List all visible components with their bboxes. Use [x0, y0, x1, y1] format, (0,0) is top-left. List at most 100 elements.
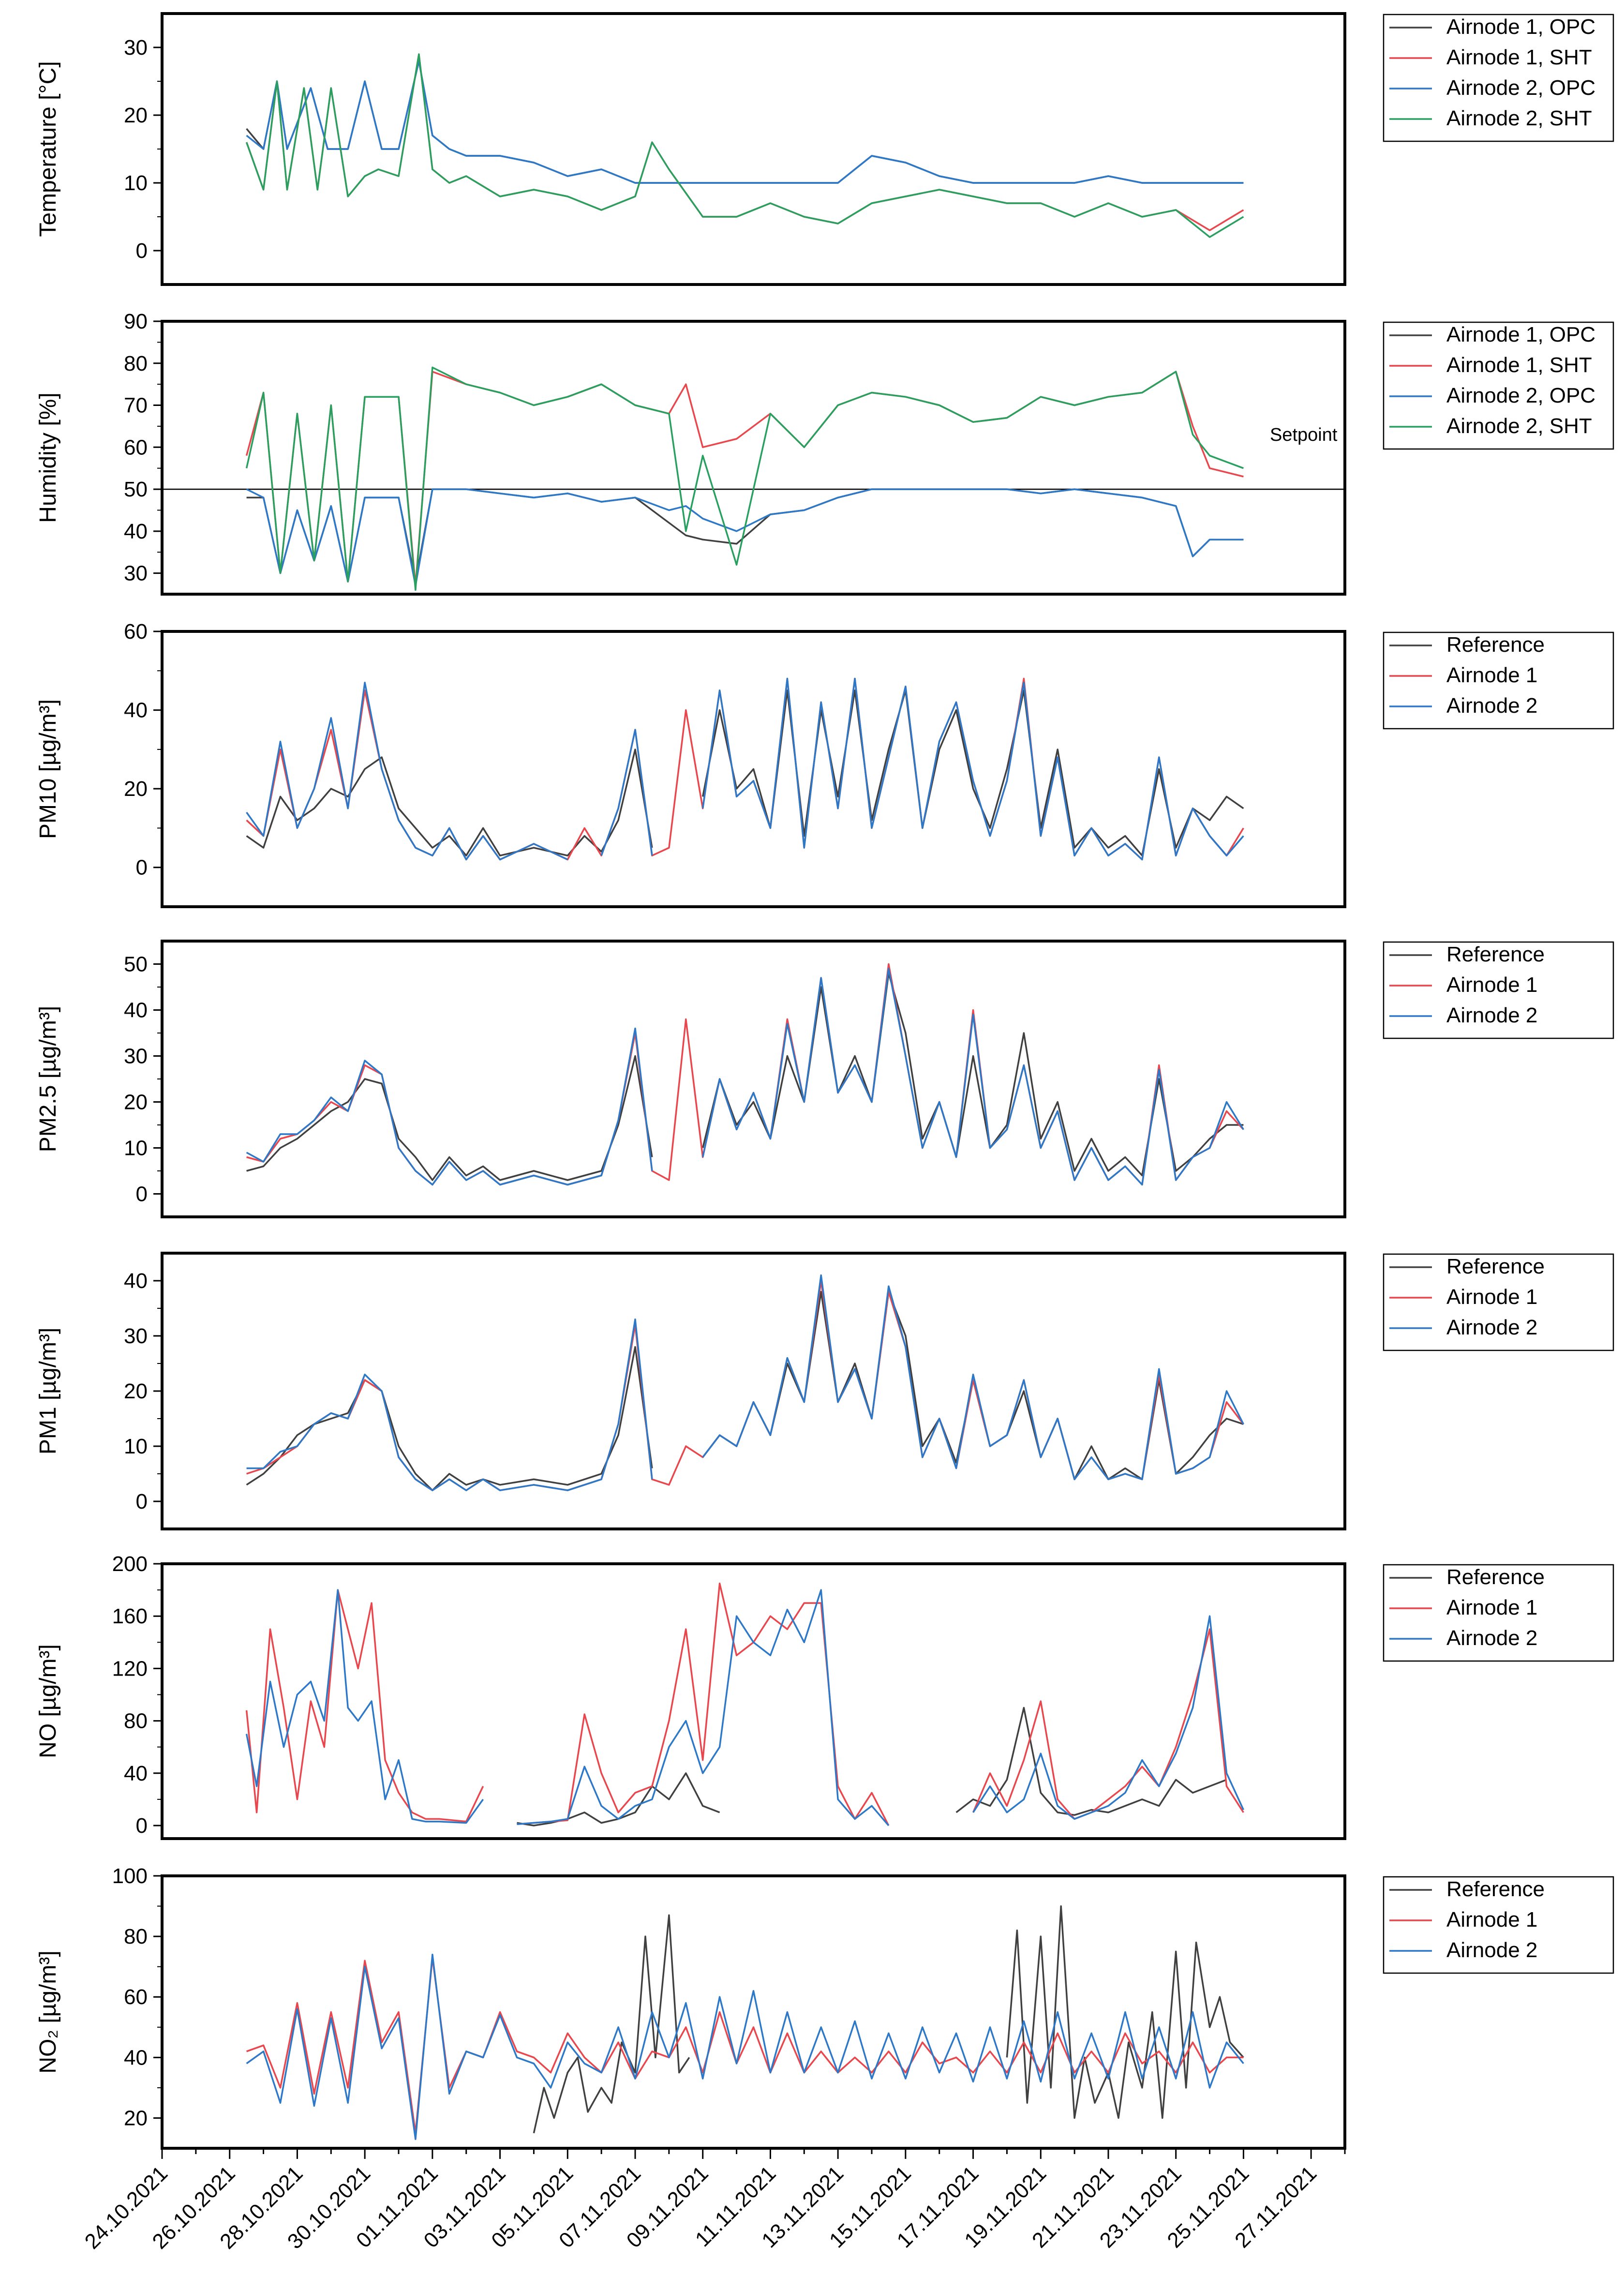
panel-7: 20 40 60 80 100 NO₂ [µg/m³] Reference Airnode 1…: [35, 1864, 1614, 2150]
legend-label: Airnode 1, OPC: [1446, 323, 1595, 346]
legend-label: Reference: [1446, 1877, 1545, 1901]
y-tick-label: 200: [112, 1552, 148, 1576]
series-line-airnode-2-sht: [245, 366, 1244, 591]
series-line-airnode-1-opc: [246, 60, 1244, 184]
legend-label: Airnode 1, SHT: [1446, 353, 1592, 377]
legend-label: Airnode 1: [1446, 1285, 1537, 1309]
plot-frame: [161, 1874, 1346, 2150]
y-tick-label: 120: [112, 1657, 148, 1680]
legend-label: Airnode 2: [1446, 1626, 1537, 1650]
y-tick-label: 10: [124, 1137, 148, 1160]
y-axis-label: PM1 [µg/m³]: [35, 1328, 61, 1454]
y-tick-label: 20: [124, 104, 148, 127]
y-tick-label: 100: [112, 1864, 148, 1888]
legend-label: Reference: [1446, 633, 1545, 657]
legend-label: Airnode 1: [1446, 1596, 1537, 1619]
legend-box: [1383, 1253, 1614, 1351]
y-tick-label: 10: [124, 1435, 148, 1458]
date-axis: 24.10.202126.10.202128.10.202130.10.2021…: [80, 2148, 1346, 2254]
series-line-airnode-2: [246, 1274, 1244, 1491]
series-line-airnode-2-opc: [246, 60, 1244, 184]
y-tick-label: 40: [124, 1269, 148, 1293]
legend-box: [1383, 14, 1614, 142]
legend-box: [1383, 321, 1614, 450]
legend-label: Airnode 2, OPC: [1446, 76, 1595, 100]
y-tick-label: 20: [124, 1379, 148, 1403]
legend-box: [1383, 1564, 1614, 1662]
y-tick-label: 70: [124, 394, 148, 418]
series-line-airnode-1-opc: [246, 488, 1244, 583]
panel-2: 30 40 50 60 70 80 90 Humidity [%] Setpoint Airnod…: [35, 310, 1614, 596]
y-tick-label: 60: [124, 1985, 148, 2009]
y-tick-label: 50: [124, 478, 148, 501]
plot-frame: [161, 630, 1346, 908]
legend-label: Reference: [1446, 1565, 1545, 1589]
y-tick-label: 30: [124, 1324, 148, 1348]
legend-label: Airnode 2: [1446, 694, 1537, 718]
y-tick-label: 20: [124, 2106, 148, 2130]
legend-label: Airnode 2: [1446, 1938, 1537, 1962]
series-line-reference: [246, 972, 1244, 1181]
legend-label: Airnode 1, OPC: [1446, 15, 1595, 39]
legend: Reference Airnode 1 Airnode 2: [1383, 1876, 1614, 1974]
y-axis-label: Temperature [°C]: [35, 61, 61, 237]
panel-5: 0 10 20 30 40 PM1 [µg/m³] Reference Airnode 1 Ai…: [35, 1252, 1614, 1530]
legend-box: [1383, 941, 1614, 1039]
y-tick-label: 80: [124, 352, 148, 375]
y-tick-label: 90: [124, 310, 148, 333]
series-line-airnode-2-sht: [245, 53, 1244, 238]
y-tick-label: 30: [124, 1045, 148, 1068]
legend-label: Airnode 1: [1446, 973, 1537, 997]
y-tick-label: 10: [124, 171, 148, 195]
setpoint-label: Setpoint: [1270, 425, 1338, 445]
series-line-airnode-2: [245, 1589, 1244, 1827]
legend-box: [1383, 631, 1614, 730]
legend-label: Airnode 1: [1446, 1908, 1537, 1932]
y-tick-label: 20: [124, 1091, 148, 1114]
legend-label: Airnode 2, SHT: [1446, 414, 1592, 438]
y-tick-label: 50: [124, 953, 148, 976]
panel-4: 0 10 20 30 40 50 PM2.5 [µg/m³] Reference Airnode…: [35, 940, 1614, 1218]
y-tick-label: 30: [124, 36, 148, 60]
y-tick-label: 0: [136, 1490, 148, 1513]
plot-frame: [161, 12, 1346, 286]
y-axis-label: PM2.5 [µg/m³]: [35, 1006, 61, 1152]
plot-frame: [161, 1252, 1346, 1530]
y-tick-label: 0: [136, 239, 148, 263]
series-line-airnode-2: [246, 677, 1244, 861]
panel-6: 0 40 80 120 160 200 NO [µg/m³] Reference Airnode…: [35, 1552, 1614, 1840]
y-tick-label: 80: [124, 1925, 148, 1948]
legend-label: Airnode 2, OPC: [1446, 384, 1595, 407]
legend-label: Airnode 2: [1446, 1003, 1537, 1027]
y-tick-label: 0: [136, 1183, 148, 1206]
legend-label: Airnode 2: [1446, 1316, 1537, 1339]
y-tick-label: 40: [124, 699, 148, 722]
y-axis-label: Humidity [%]: [35, 392, 61, 523]
series-line-airnode-2: [246, 968, 1244, 1186]
series-line-airnode-1: [245, 1582, 1244, 1826]
y-tick-label: 160: [112, 1604, 148, 1628]
legend-label: Reference: [1446, 1255, 1545, 1278]
y-axis-label: PM10 [µg/m³]: [35, 699, 61, 839]
series-line-airnode-1-sht: [245, 53, 1244, 231]
panel-3: 0 20 40 60 PM10 [µg/m³] Reference Airnode 1 Air…: [35, 620, 1614, 908]
y-tick-label: 60: [124, 620, 148, 644]
legend-label: Reference: [1446, 943, 1545, 966]
legend-label: Airnode 1, SHT: [1446, 45, 1592, 69]
series-line-reference: [533, 1905, 1244, 2134]
series-line-airnode-1-sht: [245, 371, 1244, 587]
legend: Reference Airnode 1 Airnode 2: [1383, 1564, 1614, 1662]
series-line-airnode-1: [246, 1957, 1244, 2134]
plot-frame: [161, 320, 1346, 596]
y-tick-label: 40: [124, 2046, 148, 2069]
y-tick-label: 40: [124, 999, 148, 1022]
legend-box: [1383, 1876, 1614, 1974]
plot-frame: [161, 1562, 1346, 1840]
y-tick-label: 40: [124, 520, 148, 543]
series-line-airnode-1: [246, 1280, 1244, 1491]
legend-label: Airnode 1: [1446, 663, 1537, 687]
y-tick-label: 30: [124, 562, 148, 585]
y-tick-label: 80: [124, 1709, 148, 1733]
legend: Reference Airnode 1 Airnode 2: [1383, 631, 1614, 730]
